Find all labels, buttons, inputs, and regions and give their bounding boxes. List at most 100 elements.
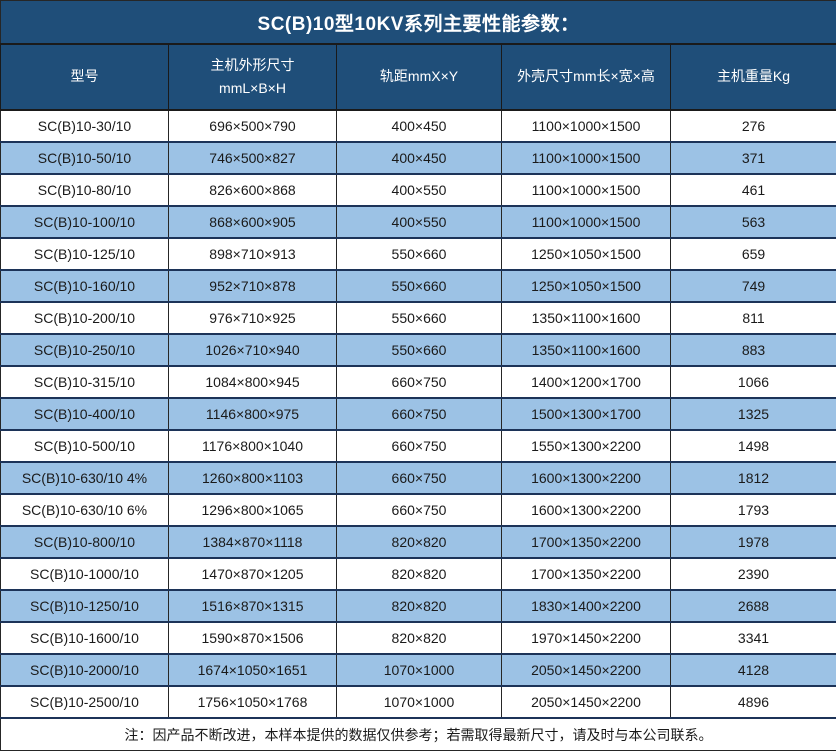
cell-shell_size: 1830×1400×2200 xyxy=(502,590,671,622)
column-header-line: 主机外形尺寸 xyxy=(170,54,335,77)
cell-rail_gauge: 400×550 xyxy=(337,206,502,238)
cell-main_size: 1176×800×1040 xyxy=(169,430,337,462)
cell-main_size: 696×500×790 xyxy=(169,110,337,142)
column-header-line: 轨距mmX×Y xyxy=(338,65,500,88)
cell-shell_size: 1500×1300×1700 xyxy=(502,398,671,430)
column-header-line: 外壳尺寸mm长×宽×高 xyxy=(503,65,669,88)
cell-shell_size: 1100×1000×1500 xyxy=(502,174,671,206)
cell-weight_kg: 2390 xyxy=(671,558,836,590)
cell-main_size: 1674×1050×1651 xyxy=(169,654,337,686)
cell-main_size: 868×600×905 xyxy=(169,206,337,238)
cell-model: SC(B)10-100/10 xyxy=(1,206,169,238)
cell-rail_gauge: 400×450 xyxy=(337,142,502,174)
cell-rail_gauge: 550×660 xyxy=(337,302,502,334)
cell-weight_kg: 811 xyxy=(671,302,836,334)
cell-weight_kg: 3341 xyxy=(671,622,836,654)
cell-model: SC(B)10-1600/10 xyxy=(1,622,169,654)
cell-model: SC(B)10-2500/10 xyxy=(1,686,169,718)
cell-model: SC(B)10-1250/10 xyxy=(1,590,169,622)
cell-main_size: 746×500×827 xyxy=(169,142,337,174)
cell-main_size: 1516×870×1315 xyxy=(169,590,337,622)
cell-model: SC(B)10-80/10 xyxy=(1,174,169,206)
cell-weight_kg: 276 xyxy=(671,110,836,142)
cell-rail_gauge: 550×660 xyxy=(337,334,502,366)
cell-weight_kg: 883 xyxy=(671,334,836,366)
cell-model: SC(B)10-400/10 xyxy=(1,398,169,430)
cell-model: SC(B)10-50/10 xyxy=(1,142,169,174)
cell-model: SC(B)10-30/10 xyxy=(1,110,169,142)
table-title-row: SC(B)10型10KV系列主要性能参数： xyxy=(1,1,836,45)
cell-rail_gauge: 820×820 xyxy=(337,526,502,558)
cell-weight_kg: 4896 xyxy=(671,686,836,718)
cell-main_size: 1260×800×1103 xyxy=(169,462,337,494)
cell-rail_gauge: 400×450 xyxy=(337,110,502,142)
column-header-line: 型号 xyxy=(2,65,167,88)
cell-model: SC(B)10-250/10 xyxy=(1,334,169,366)
cell-main_size: 1296×800×1065 xyxy=(169,494,337,526)
cell-model: SC(B)10-630/10 4% xyxy=(1,462,169,494)
cell-rail_gauge: 1070×1000 xyxy=(337,686,502,718)
cell-weight_kg: 659 xyxy=(671,238,836,270)
cell-weight_kg: 1978 xyxy=(671,526,836,558)
cell-weight_kg: 371 xyxy=(671,142,836,174)
column-header-line: mmL×B×H xyxy=(170,77,335,100)
cell-rail_gauge: 1070×1000 xyxy=(337,654,502,686)
cell-main_size: 1084×800×945 xyxy=(169,366,337,398)
cell-model: SC(B)10-200/10 xyxy=(1,302,169,334)
cell-model: SC(B)10-500/10 xyxy=(1,430,169,462)
column-header-line: 主机重量Kg xyxy=(672,65,835,88)
column-header-weight_kg: 主机重量Kg xyxy=(671,44,836,110)
cell-weight_kg: 749 xyxy=(671,270,836,302)
cell-main_size: 1384×870×1118 xyxy=(169,526,337,558)
table-title: SC(B)10型10KV系列主要性能参数： xyxy=(1,1,836,45)
cell-model: SC(B)10-1000/10 xyxy=(1,558,169,590)
cell-weight_kg: 2688 xyxy=(671,590,836,622)
cell-main_size: 1026×710×940 xyxy=(169,334,337,366)
cell-shell_size: 1100×1000×1500 xyxy=(502,110,671,142)
cell-model: SC(B)10-125/10 xyxy=(1,238,169,270)
cell-shell_size: 1700×1350×2200 xyxy=(502,558,671,590)
footer-note: 注：因产品不断改进，本样本提供的数据仅供参考；若需取得最新尺寸，请及时与本公司联… xyxy=(1,718,836,751)
cell-shell_size: 1600×1300×2200 xyxy=(502,462,671,494)
cell-rail_gauge: 820×820 xyxy=(337,558,502,590)
cell-weight_kg: 1066 xyxy=(671,366,836,398)
footer-note-row: 注：因产品不断改进，本样本提供的数据仅供参考；若需取得最新尺寸，请及时与本公司联… xyxy=(1,718,836,751)
cell-shell_size: 1700×1350×2200 xyxy=(502,526,671,558)
cell-main_size: 952×710×878 xyxy=(169,270,337,302)
cell-model: SC(B)10-160/10 xyxy=(1,270,169,302)
cell-shell_size: 1400×1200×1700 xyxy=(502,366,671,398)
cell-main_size: 1470×870×1205 xyxy=(169,558,337,590)
column-header-rail_gauge: 轨距mmX×Y xyxy=(337,44,502,110)
cell-model: SC(B)10-630/10 6% xyxy=(1,494,169,526)
cell-shell_size: 1600×1300×2200 xyxy=(502,494,671,526)
cell-weight_kg: 4128 xyxy=(671,654,836,686)
cell-rail_gauge: 400×550 xyxy=(337,174,502,206)
cell-rail_gauge: 660×750 xyxy=(337,430,502,462)
cell-main_size: 1146×800×975 xyxy=(169,398,337,430)
cell-shell_size: 1970×1450×2200 xyxy=(502,622,671,654)
cell-main_size: 1590×870×1506 xyxy=(169,622,337,654)
cell-shell_size: 1350×1100×1600 xyxy=(502,334,671,366)
column-header-model: 型号 xyxy=(1,44,169,110)
cell-main_size: 898×710×913 xyxy=(169,238,337,270)
column-header-shell_size: 外壳尺寸mm长×宽×高 xyxy=(502,44,671,110)
cell-shell_size: 2050×1450×2200 xyxy=(502,654,671,686)
cell-rail_gauge: 660×750 xyxy=(337,494,502,526)
cell-model: SC(B)10-2000/10 xyxy=(1,654,169,686)
